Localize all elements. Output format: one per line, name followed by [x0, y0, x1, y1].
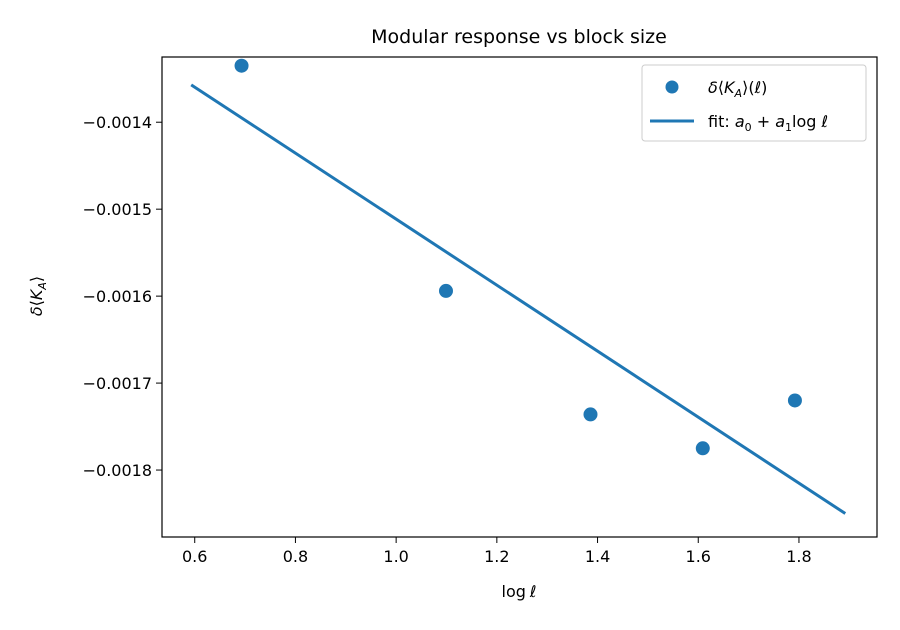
- y-tick-label: −0.0016: [83, 287, 152, 306]
- data-marks: [190, 58, 847, 515]
- x-tick-label: 0.8: [283, 547, 308, 566]
- x-tick-label: 1.4: [585, 547, 610, 566]
- y-axis-label: δ⟨KA⟩: [27, 276, 49, 316]
- x-tick-label: 1.2: [484, 547, 509, 566]
- x-axis: 0.6 0.8 1.0 1.2 1.4 1.6 1.8: [182, 537, 812, 566]
- plot-frame: [161, 56, 878, 538]
- scatter-point: [583, 407, 598, 422]
- x-axis-label: log ℓ: [502, 582, 537, 601]
- y-tick-label: −0.0015: [83, 200, 152, 219]
- x-tick-label: 1.0: [383, 547, 408, 566]
- y-tick-label: −0.0018: [83, 461, 152, 480]
- legend-scatter-marker: [665, 80, 679, 94]
- scatter-point: [234, 58, 249, 73]
- scatter-point: [438, 283, 453, 298]
- legend-label-fit: fit: a0 + a1log ℓ: [708, 112, 828, 134]
- y-axis: −0.0014 −0.0015 −0.0016 −0.0017 −0.0018: [83, 113, 162, 480]
- x-tick-label: 1.8: [786, 547, 811, 566]
- scatter-point: [695, 441, 710, 456]
- x-tick-label: 0.6: [182, 547, 207, 566]
- y-tick-label: −0.0014: [83, 113, 152, 132]
- x-tick-label: 1.6: [686, 547, 711, 566]
- y-tick-label: −0.0017: [83, 374, 152, 393]
- plot-area: [161, 56, 878, 538]
- legend-box: [641, 64, 867, 142]
- legend-label-scatter: δ⟨KA⟩(ℓ): [708, 78, 767, 100]
- scatter-point: [787, 393, 802, 408]
- fit-line: [190, 83, 847, 515]
- chart-title: Modular response vs block size: [371, 26, 667, 48]
- legend: δ⟨KA⟩(ℓ) fit: a0 + a1log ℓ: [641, 64, 867, 142]
